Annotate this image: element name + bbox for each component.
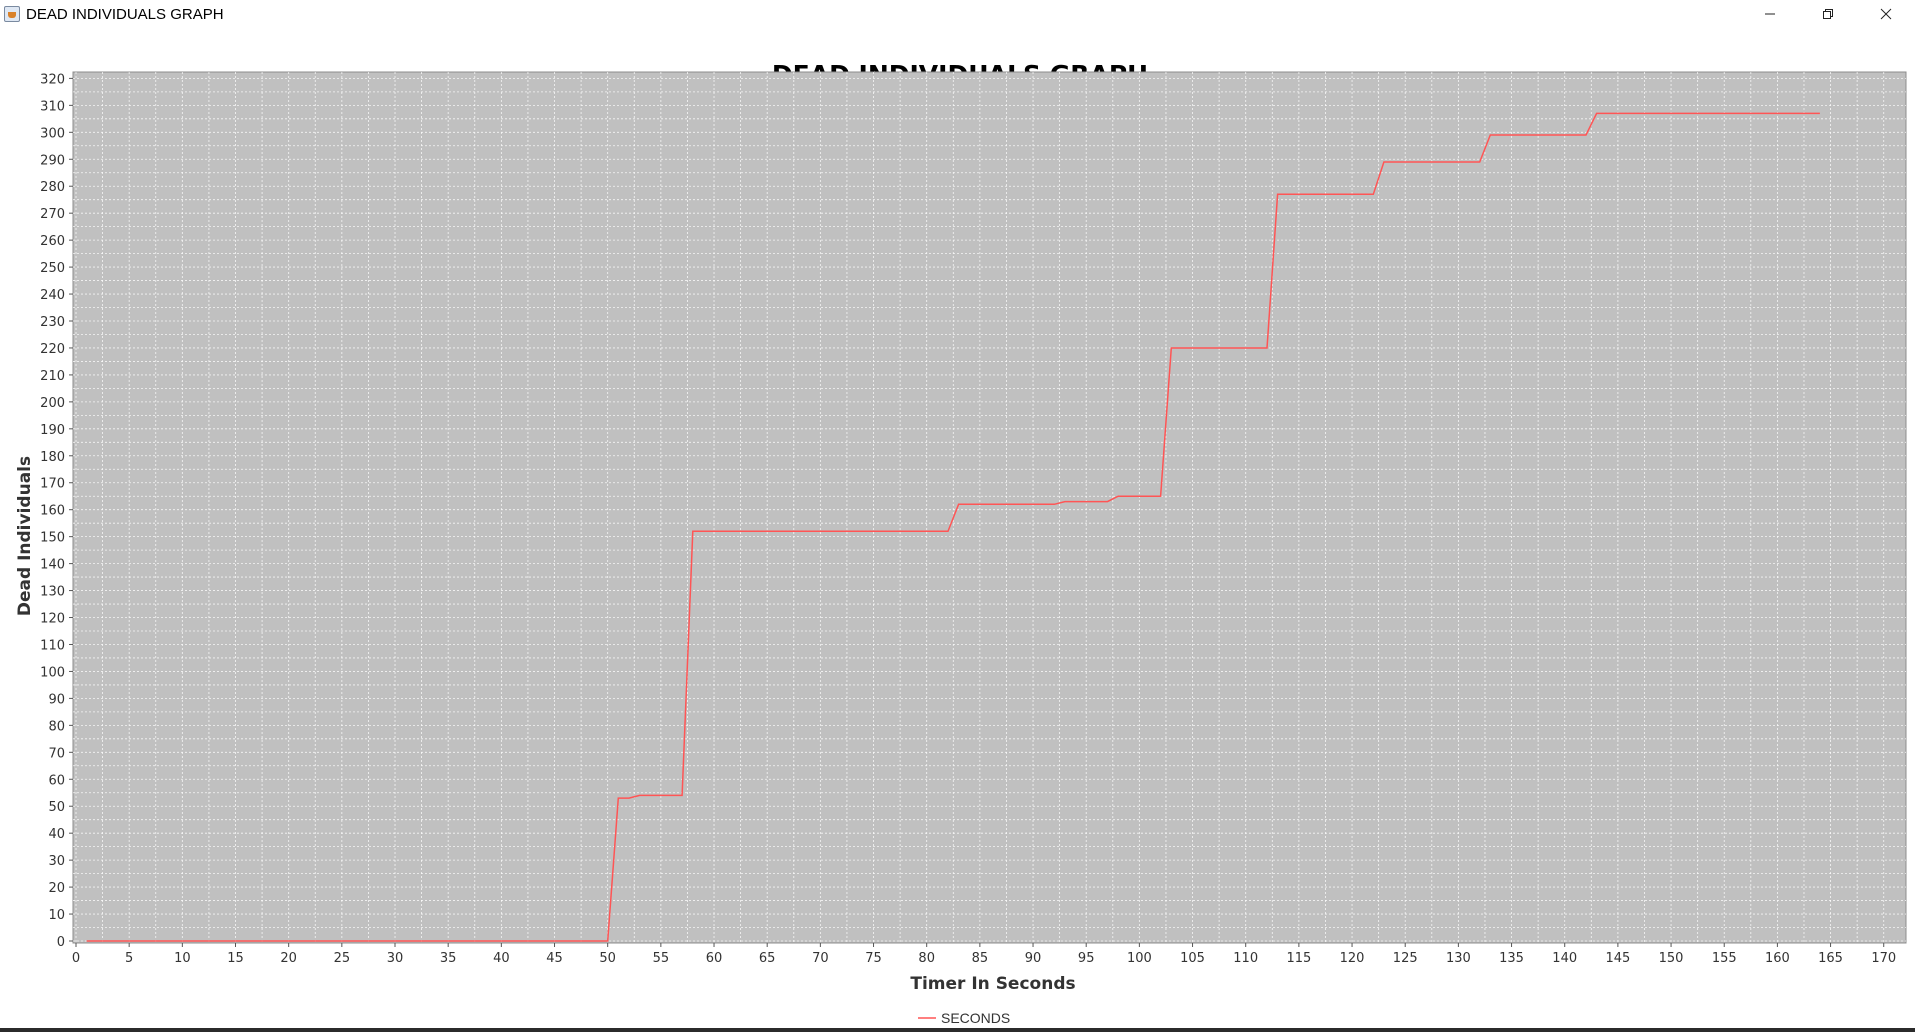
x-tick-label: 40	[493, 951, 510, 966]
y-tick-label: 280	[40, 180, 65, 195]
x-tick-label: 135	[1499, 951, 1524, 966]
x-tick-label: 55	[653, 951, 670, 966]
y-tick-label: 220	[40, 342, 65, 357]
x-tick-label: 20	[280, 951, 297, 966]
y-tick-label: 150	[40, 531, 65, 546]
plot-area: 0 5 10 15 20 25 30 35 40 45 50 55 60 65 70 75 80 85 90 95 10…	[40, 71, 1907, 966]
y-tick-label: 190	[40, 423, 65, 438]
y-tick-label: 180	[40, 450, 65, 465]
y-tick-label: 210	[40, 369, 65, 384]
x-tick-label: 145	[1605, 951, 1630, 966]
x-tick-label: 105	[1180, 951, 1205, 966]
x-tick-label: 60	[706, 951, 723, 966]
x-axis-label: Timer In Seconds	[910, 974, 1075, 994]
x-tick-label: 35	[440, 951, 457, 966]
y-tick-label: 290	[40, 153, 65, 168]
y-tick-label: 0	[57, 935, 65, 950]
y-tick-label: 320	[40, 72, 65, 87]
x-tick-label: 85	[972, 951, 989, 966]
x-tick-label: 125	[1393, 951, 1418, 966]
x-tick-label: 70	[812, 951, 829, 966]
x-tick-label: 30	[387, 951, 404, 966]
y-tick-label: 300	[40, 126, 65, 141]
y-tick-label: 140	[40, 558, 65, 573]
x-tick-label: 45	[546, 951, 563, 966]
x-tick-label: 140	[1552, 951, 1577, 966]
legend: SECONDS	[918, 1010, 1010, 1026]
y-tick-label: 230	[40, 315, 65, 330]
y-tick-label: 250	[40, 261, 65, 276]
dead-individuals-chart: DEAD INDIVIDUALS GRAPH 05101520253035404…	[15, 60, 1907, 1026]
y-tick-label: 270	[40, 207, 65, 222]
x-tick-label: 90	[1025, 951, 1042, 966]
x-tick-label: 10	[174, 951, 191, 966]
y-tick-label: 40	[48, 827, 65, 842]
x-tick-label: 110	[1233, 951, 1258, 966]
x-tick-label: 165	[1818, 951, 1843, 966]
y-tick-label: 100	[40, 665, 65, 680]
y-tick-label: 200	[40, 396, 65, 411]
y-tick-label: 70	[48, 746, 65, 761]
close-icon	[1880, 8, 1892, 20]
y-tick-label: 60	[48, 773, 65, 788]
x-tick-label: 5	[125, 951, 133, 966]
x-tick-label: 155	[1712, 951, 1737, 966]
x-tick-label: 130	[1446, 951, 1471, 966]
y-tick-label: 260	[40, 234, 65, 249]
y-tick-label: 170	[40, 477, 65, 492]
x-tick-label: 170	[1871, 951, 1896, 966]
y-tick-label: 310	[40, 99, 65, 114]
window-title: DEAD INDIVIDUALS GRAPH	[26, 5, 224, 23]
y-tick-label: 160	[40, 504, 65, 519]
y-tick-label: 120	[40, 612, 65, 627]
maximize-button[interactable]	[1799, 0, 1857, 28]
y-tick-label: 110	[40, 638, 65, 653]
restore-icon	[1823, 9, 1833, 19]
y-tick-label: 30	[48, 854, 65, 869]
x-tick-label: 160	[1765, 951, 1790, 966]
window-titlebar: DEAD INDIVIDUALS GRAPH	[0, 0, 1915, 28]
y-tick-label: 80	[48, 719, 65, 734]
y-tick-label: 130	[40, 585, 65, 600]
y-tick-label: 20	[48, 881, 65, 896]
x-tick-label: 100	[1127, 951, 1152, 966]
x-tick-label: 120	[1340, 951, 1365, 966]
y-axis-label: Dead Individuals	[15, 456, 35, 616]
x-tick-label: 115	[1286, 951, 1311, 966]
x-tick-label: 50	[599, 951, 616, 966]
taskbar-edge	[0, 1028, 1915, 1032]
y-tick-label: 10	[48, 908, 65, 923]
x-tick-label: 25	[334, 951, 351, 966]
legend-label: SECONDS	[941, 1010, 1010, 1026]
java-app-icon	[4, 6, 20, 22]
plot-background	[72, 71, 1907, 944]
close-button[interactable]	[1857, 0, 1915, 28]
y-tick-label: 50	[48, 800, 65, 815]
y-tick-label: 240	[40, 288, 65, 303]
x-tick-label: 150	[1659, 951, 1684, 966]
x-tick-label: 65	[759, 951, 776, 966]
y-tick-label: 90	[48, 692, 65, 707]
window-controls	[1741, 0, 1915, 28]
x-tick-label: 80	[918, 951, 935, 966]
x-tick-label: 75	[865, 951, 882, 966]
x-tick-label: 0	[72, 951, 80, 966]
minimize-button[interactable]	[1741, 0, 1799, 28]
series-line-seconds	[86, 112, 1820, 942]
x-tick-label: 95	[1078, 951, 1095, 966]
minimize-icon	[1765, 13, 1775, 15]
x-tick-label: 15	[227, 951, 244, 966]
